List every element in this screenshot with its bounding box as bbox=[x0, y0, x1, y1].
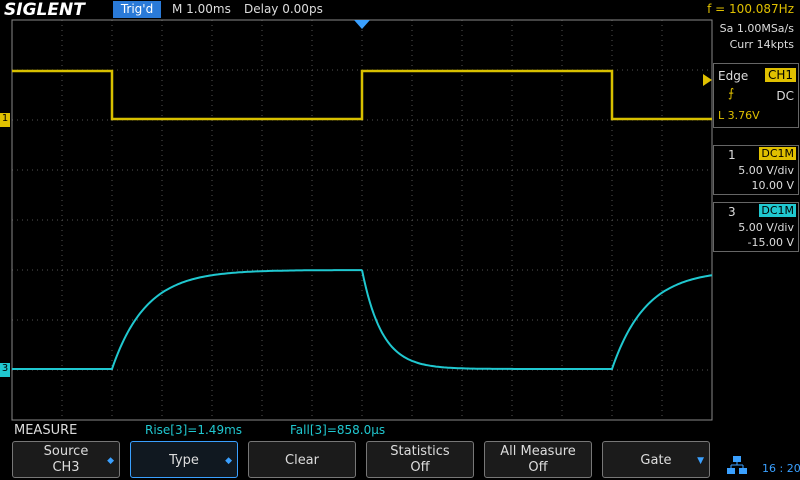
delay: Delay 0.00ps bbox=[244, 2, 323, 16]
softkey-arrow: ▼ bbox=[697, 456, 704, 466]
measure-title: MEASURE bbox=[14, 423, 78, 438]
softkey-label: Source bbox=[43, 444, 89, 459]
timebase: M 1.00ms bbox=[172, 2, 231, 16]
softkey-value: Off bbox=[410, 460, 430, 475]
frequency: f = 100.087Hz bbox=[707, 2, 794, 16]
trigger-status: Trig'd bbox=[113, 1, 161, 18]
trigger-coupling: DC bbox=[776, 89, 794, 103]
softkey-value: Off bbox=[528, 460, 548, 475]
ch3-number: 3 bbox=[728, 205, 736, 219]
softkey[interactable]: Statistics Off bbox=[366, 441, 474, 478]
memory-depth: Curr 14kpts bbox=[729, 38, 794, 51]
trigger-type: Edge bbox=[718, 69, 749, 83]
ch1-coupling: DC1M bbox=[759, 147, 796, 160]
measure-result: Fall[3]=858.0µs bbox=[290, 423, 386, 437]
softkey-label: Type bbox=[169, 453, 199, 468]
ch1-number: 1 bbox=[728, 148, 736, 162]
ch3-panel: 3 DC1M 5.00 V/div -15.00 V bbox=[713, 202, 799, 252]
softkey[interactable]: Type ◆ bbox=[130, 441, 238, 478]
ch1-trace bbox=[12, 69, 712, 121]
ch3-marker: 3 bbox=[0, 363, 10, 377]
measure-result: Rise[3]=1.49ms bbox=[145, 423, 243, 437]
softkey-label: Clear bbox=[285, 453, 319, 468]
softkey-label: Gate bbox=[640, 453, 672, 468]
ch3-offset: -15.00 V bbox=[747, 236, 794, 249]
ch1-scale: 5.00 V/div bbox=[738, 164, 794, 177]
trigger-level-text: L 3.76V bbox=[718, 109, 760, 122]
clock: 16 : 20 bbox=[762, 462, 800, 475]
softkey-value: CH3 bbox=[52, 460, 80, 475]
trigger-panel: Edge CH1 ⨍ DC L 3.76V bbox=[713, 63, 799, 128]
softkey[interactable]: All Measure Off bbox=[484, 441, 592, 478]
ch3-coupling: DC1M bbox=[759, 204, 796, 217]
softkey-label: Statistics bbox=[390, 444, 450, 459]
brand: SIGLENT bbox=[4, 0, 85, 20]
ch1-offset: 10.00 V bbox=[751, 179, 794, 192]
ch3-trace bbox=[12, 269, 713, 370]
network-icon bbox=[727, 456, 747, 474]
softkey[interactable]: Clear bbox=[248, 441, 356, 478]
edge-icon: ⨍ bbox=[728, 86, 735, 100]
softkey-arrow: ◆ bbox=[107, 456, 114, 466]
sample-rate: Sa 1.00MSa/s bbox=[719, 22, 794, 35]
ch1-marker: 1 bbox=[0, 113, 10, 127]
softkey[interactable]: Gate ▼ bbox=[602, 441, 710, 478]
softkey-label: All Measure bbox=[500, 444, 576, 459]
trigger-position bbox=[354, 20, 370, 29]
trigger-level bbox=[703, 74, 712, 86]
trigger-source: CH1 bbox=[764, 68, 796, 82]
softkey[interactable]: Source CH3 ◆ bbox=[12, 441, 120, 478]
ch1-panel: 1 DC1M 5.00 V/div 10.00 V bbox=[713, 145, 799, 195]
softkey-arrow: ◆ bbox=[225, 456, 232, 466]
ch3-scale: 5.00 V/div bbox=[738, 221, 794, 234]
